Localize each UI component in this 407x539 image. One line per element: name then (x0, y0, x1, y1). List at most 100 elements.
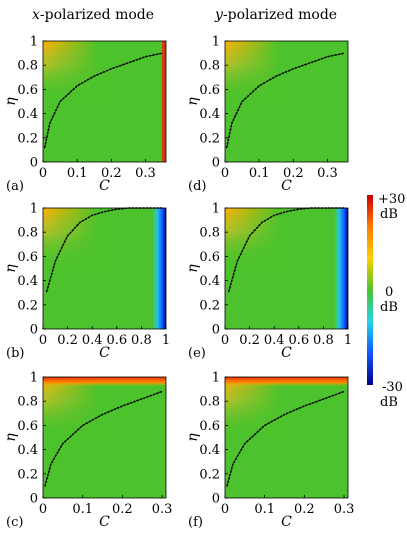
y-tick-label: 0.4 (199, 107, 220, 122)
x-axis-label: C (281, 178, 292, 194)
y-tick-label: 1 (212, 202, 220, 217)
panel-label: (f) (188, 515, 203, 530)
heatmap-edge-band (162, 41, 166, 162)
panel-f: 0 0.2 0.4 0.6 0.8 1 0 0.1 0.2 0.3 Cη (f) (185, 371, 354, 531)
y-tick-label: 0.4 (17, 107, 38, 122)
y-tick-label: 0.8 (17, 395, 38, 410)
left-column-title: x-polarized mode (32, 7, 154, 23)
heatmap-gain-region (43, 41, 166, 162)
y-tick-label: 1 (30, 35, 38, 50)
threshold-curve (43, 52, 164, 149)
x-tick-label: 0.2 (101, 166, 122, 181)
y-tick-label: 0.8 (17, 226, 38, 241)
y-tick-label: 0.6 (17, 83, 38, 98)
panel-label: (a) (6, 179, 24, 194)
y-tick-label: 0.4 (17, 443, 38, 458)
y-tick-label: 0.2 (17, 131, 38, 146)
colorbar-bottom-label: -30 (382, 380, 403, 395)
y-tick-label: 0 (212, 492, 220, 507)
x-axis-label: C (281, 345, 292, 361)
x-tick-label: 0.2 (239, 333, 260, 348)
x-tick-label: 0 (39, 333, 47, 348)
x-tick-label: 0.3 (334, 502, 355, 517)
y-tick-label: 0.6 (199, 419, 220, 434)
y-axis-label: η (185, 97, 201, 106)
y-tick-label: 1 (30, 202, 38, 217)
x-tick-label: 0.2 (294, 502, 315, 517)
y-tick-label: 0.4 (199, 443, 220, 458)
y-tick-label: 0.2 (199, 298, 220, 313)
y-tick-label: 0.2 (17, 467, 38, 482)
axes-frame (42, 376, 167, 499)
x-tick-label: 0 (221, 502, 229, 517)
y-tick-label: 0 (30, 323, 38, 338)
heatmap-edge-band (334, 208, 348, 329)
axes-frame (224, 40, 349, 163)
x-axis-label: C (281, 514, 292, 530)
panel-label: (e) (188, 346, 206, 361)
y-tick-label: 1 (212, 35, 220, 50)
y-tick-label: 1 (212, 371, 220, 386)
x-tick-label: 0.4 (264, 333, 285, 348)
colorbar-top-label: +30 (378, 192, 405, 207)
x-tick-label: 0 (39, 502, 47, 517)
threshold-curve (44, 390, 163, 487)
y-tick-label: 0 (212, 323, 220, 338)
colorbar-gradient (367, 195, 373, 385)
x-tick-label: 0.3 (317, 166, 338, 181)
threshold-curve (45, 207, 164, 293)
y-axis-label: η (185, 433, 201, 442)
threshold-curve (225, 52, 346, 149)
heatmap-gain-region (225, 208, 348, 329)
colorbar-bottom-unit: dB (380, 395, 398, 410)
x-axis-label: C (99, 345, 110, 361)
y-tick-label: 0.4 (17, 274, 38, 289)
x-tick-label: 0.1 (254, 502, 275, 517)
y-tick-label: 0.2 (199, 131, 220, 146)
y-tick-label: 0.8 (199, 59, 220, 74)
y-tick-label: 0 (30, 492, 38, 507)
axes-frame (42, 207, 167, 330)
y-tick-label: 0.6 (199, 83, 220, 98)
colorbar-mid-label: 0 (385, 285, 393, 300)
panel-a: 0 0.2 0.4 0.6 0.8 1 0 0.1 0.2 0.3 Cη (a) (3, 35, 167, 194)
axes-frame (42, 40, 167, 163)
threshold-curve (226, 390, 345, 487)
x-tick-label: 0.1 (72, 502, 93, 517)
x-axis-label: C (99, 178, 110, 194)
x-tick-label: 0.8 (131, 333, 152, 348)
heatmap-gain-region (43, 377, 166, 498)
heatmap-edge-band (152, 208, 166, 329)
right-column-title: y-polarized mode (214, 7, 337, 23)
x-tick-label: 0.2 (112, 502, 133, 517)
y-tick-label: 0.8 (199, 226, 220, 241)
y-tick-label: 0.6 (17, 250, 38, 265)
axes-frame (224, 376, 349, 499)
x-tick-label: 0.1 (249, 166, 270, 181)
left-column-title-text: -polarized mode (40, 7, 154, 23)
y-axis-label: η (3, 433, 19, 442)
y-tick-label: 0.6 (199, 250, 220, 265)
y-tick-label: 0.2 (17, 298, 38, 313)
x-tick-label: 0.3 (152, 502, 173, 517)
heatmap-edge-band (43, 377, 166, 386)
panel-b: 00.20.40.60.810 0.2 0.4 0.6 0.8 1Cη(b) (3, 202, 170, 362)
heatmap-gain-region (43, 208, 166, 329)
heatmap-gain-region (225, 377, 348, 498)
y-axis-label: η (185, 264, 201, 273)
x-tick-label: 1 (344, 333, 352, 348)
x-tick-label: 0.6 (288, 333, 309, 348)
y-axis-label: η (3, 97, 19, 106)
x-tick-label: 0.6 (106, 333, 127, 348)
x-tick-label: 0.8 (313, 333, 334, 348)
x-tick-label: 0 (221, 166, 229, 181)
colorbar-mid-unit: dB (380, 300, 398, 315)
colorbar-top-unit: dB (380, 207, 398, 222)
y-tick-label: 0 (30, 156, 38, 171)
colorbar: +30 dB 0 dB -30 dB (367, 192, 405, 410)
panel-c: 0 0.2 0.4 0.6 0.8 1 0 0.1 0.2 0.3 Cη (c) (3, 371, 172, 531)
y-tick-label: 0.8 (199, 395, 220, 410)
panels: 00.20.40.60.810 0.1 0.2 0.3Cη(a)00.20.40.60… (3, 35, 354, 531)
left-column-title-var: x (32, 7, 40, 23)
